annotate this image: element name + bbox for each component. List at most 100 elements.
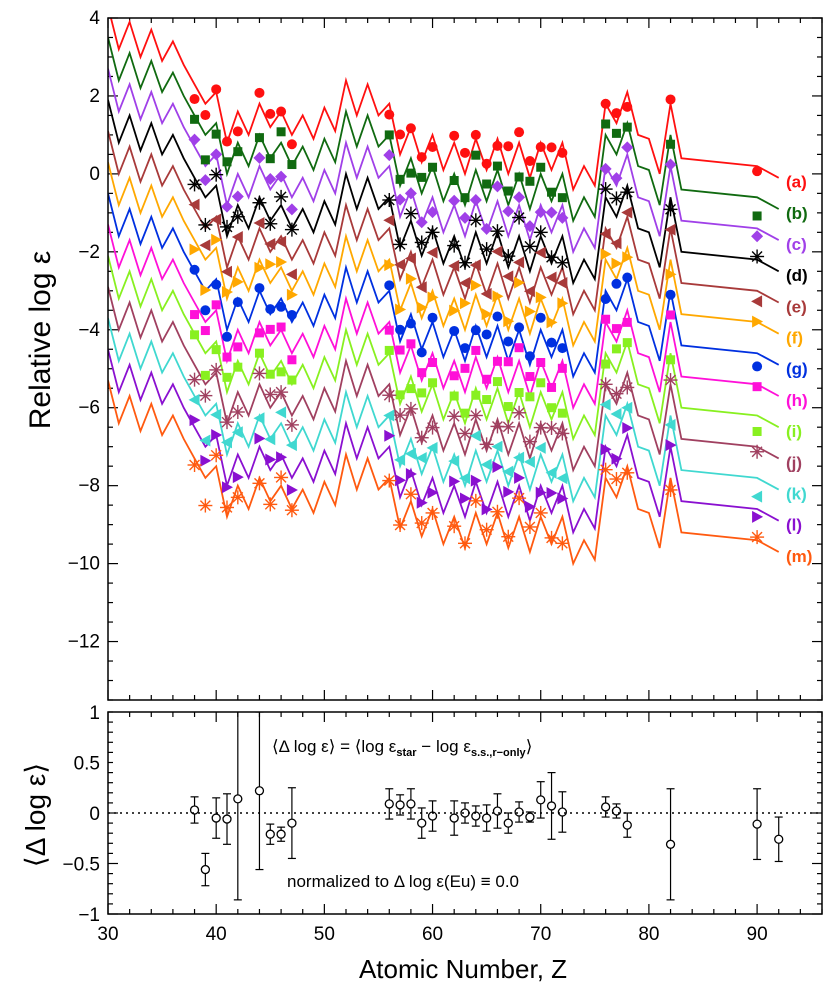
abundance-point [448,194,461,207]
abundance-point [405,467,417,480]
abundance-point [610,237,622,250]
abundance-point [426,441,438,454]
abundance-point [524,305,536,318]
abundance-point [187,372,202,387]
abundance-point [535,486,547,499]
abundance-point [665,289,676,300]
abundance-point [222,285,233,298]
abundance-point [664,158,677,171]
abundance-point [533,225,548,240]
abundance-point [384,345,394,355]
abundance-point [211,129,221,139]
abundance-point [200,326,210,336]
series-label-e: (e) [786,297,807,316]
abundance-point [285,268,297,281]
abundance-point [599,398,611,411]
abundance-point [264,433,276,446]
abundance-point [189,94,200,105]
residual-point [536,781,546,819]
abundance-points-b [190,114,762,221]
abundance-point [535,141,546,152]
top-ytick-label: −6 [78,398,100,419]
xtick-label: 60 [422,924,443,945]
abundance-point [200,155,210,165]
abundance-point [663,202,678,217]
abundance-point [231,190,244,203]
abundance-point [490,224,505,239]
residual-point [395,794,405,816]
abundance-point [666,355,676,365]
abundance-point [265,258,277,271]
abundance-point [254,432,266,445]
abundance-point [416,152,427,163]
abundance-point [503,357,513,367]
abundance-point [222,481,233,494]
abundance-point [556,472,568,485]
abundance-point [230,405,245,420]
abundance-point [513,451,525,464]
abundance-point [513,191,526,204]
abundance-point [524,351,535,362]
abundance-point [404,447,416,460]
abundance-point [222,157,232,167]
abundance-point [417,388,427,398]
series-label-i: (i) [786,422,802,441]
bottom-ylabel: ⟨Δ log ε⟩ [20,763,51,867]
abundance-point [481,329,492,340]
abundance-point [620,380,635,395]
abundance-point [403,487,418,502]
abundance-point [448,455,460,468]
abundance-point [276,255,288,268]
abundance-point [600,443,612,456]
abundance-point [621,401,633,414]
abundance-point [284,503,299,518]
residual-point [276,826,286,842]
abundance-point [535,291,547,304]
abundance-point [416,496,428,509]
abundance-line-h [108,224,780,411]
abundance-point [198,388,213,403]
abundance-point [211,300,221,310]
abundance-point [211,345,221,355]
abundance-point [276,301,287,312]
abundance-point [611,257,623,270]
abundance-point [395,174,405,184]
abundance-point [425,225,440,240]
residual-point [622,812,632,838]
abundance-point [287,355,297,365]
abundance-point [663,482,678,497]
abundance-point [427,291,439,304]
abundance-point [666,139,676,149]
abundance-point [263,216,278,231]
xtick-label: 70 [530,924,551,945]
abundance-point [492,377,502,387]
abundance-point [220,219,234,234]
abundance-point [481,308,493,321]
abundance-point [536,358,546,368]
abundance-point [393,408,408,423]
abundance-point [469,193,482,206]
series-label-a: (a) [786,173,807,192]
abundance-point [610,172,623,185]
abundance-point [622,122,632,132]
abundance-line-b [108,37,780,224]
series-label-b: (b) [786,204,808,223]
abundance-point [404,187,417,200]
abundance-point [210,148,223,161]
abundance-point [211,279,222,290]
residual-point [557,791,568,833]
abundance-point [545,271,557,284]
abundance-line-a [110,18,780,193]
abundance-point [480,458,492,471]
abundance-point [286,483,298,496]
abundance-point [230,209,245,224]
abundance-point [428,162,438,172]
abundance-point [665,268,677,281]
abundance-point [611,452,623,465]
abundance-point [557,408,567,418]
abundance-point [286,288,298,301]
abundance-point [448,259,460,272]
abundance-point [752,382,762,392]
abundance-point [198,498,213,513]
abundance-point [383,214,395,227]
